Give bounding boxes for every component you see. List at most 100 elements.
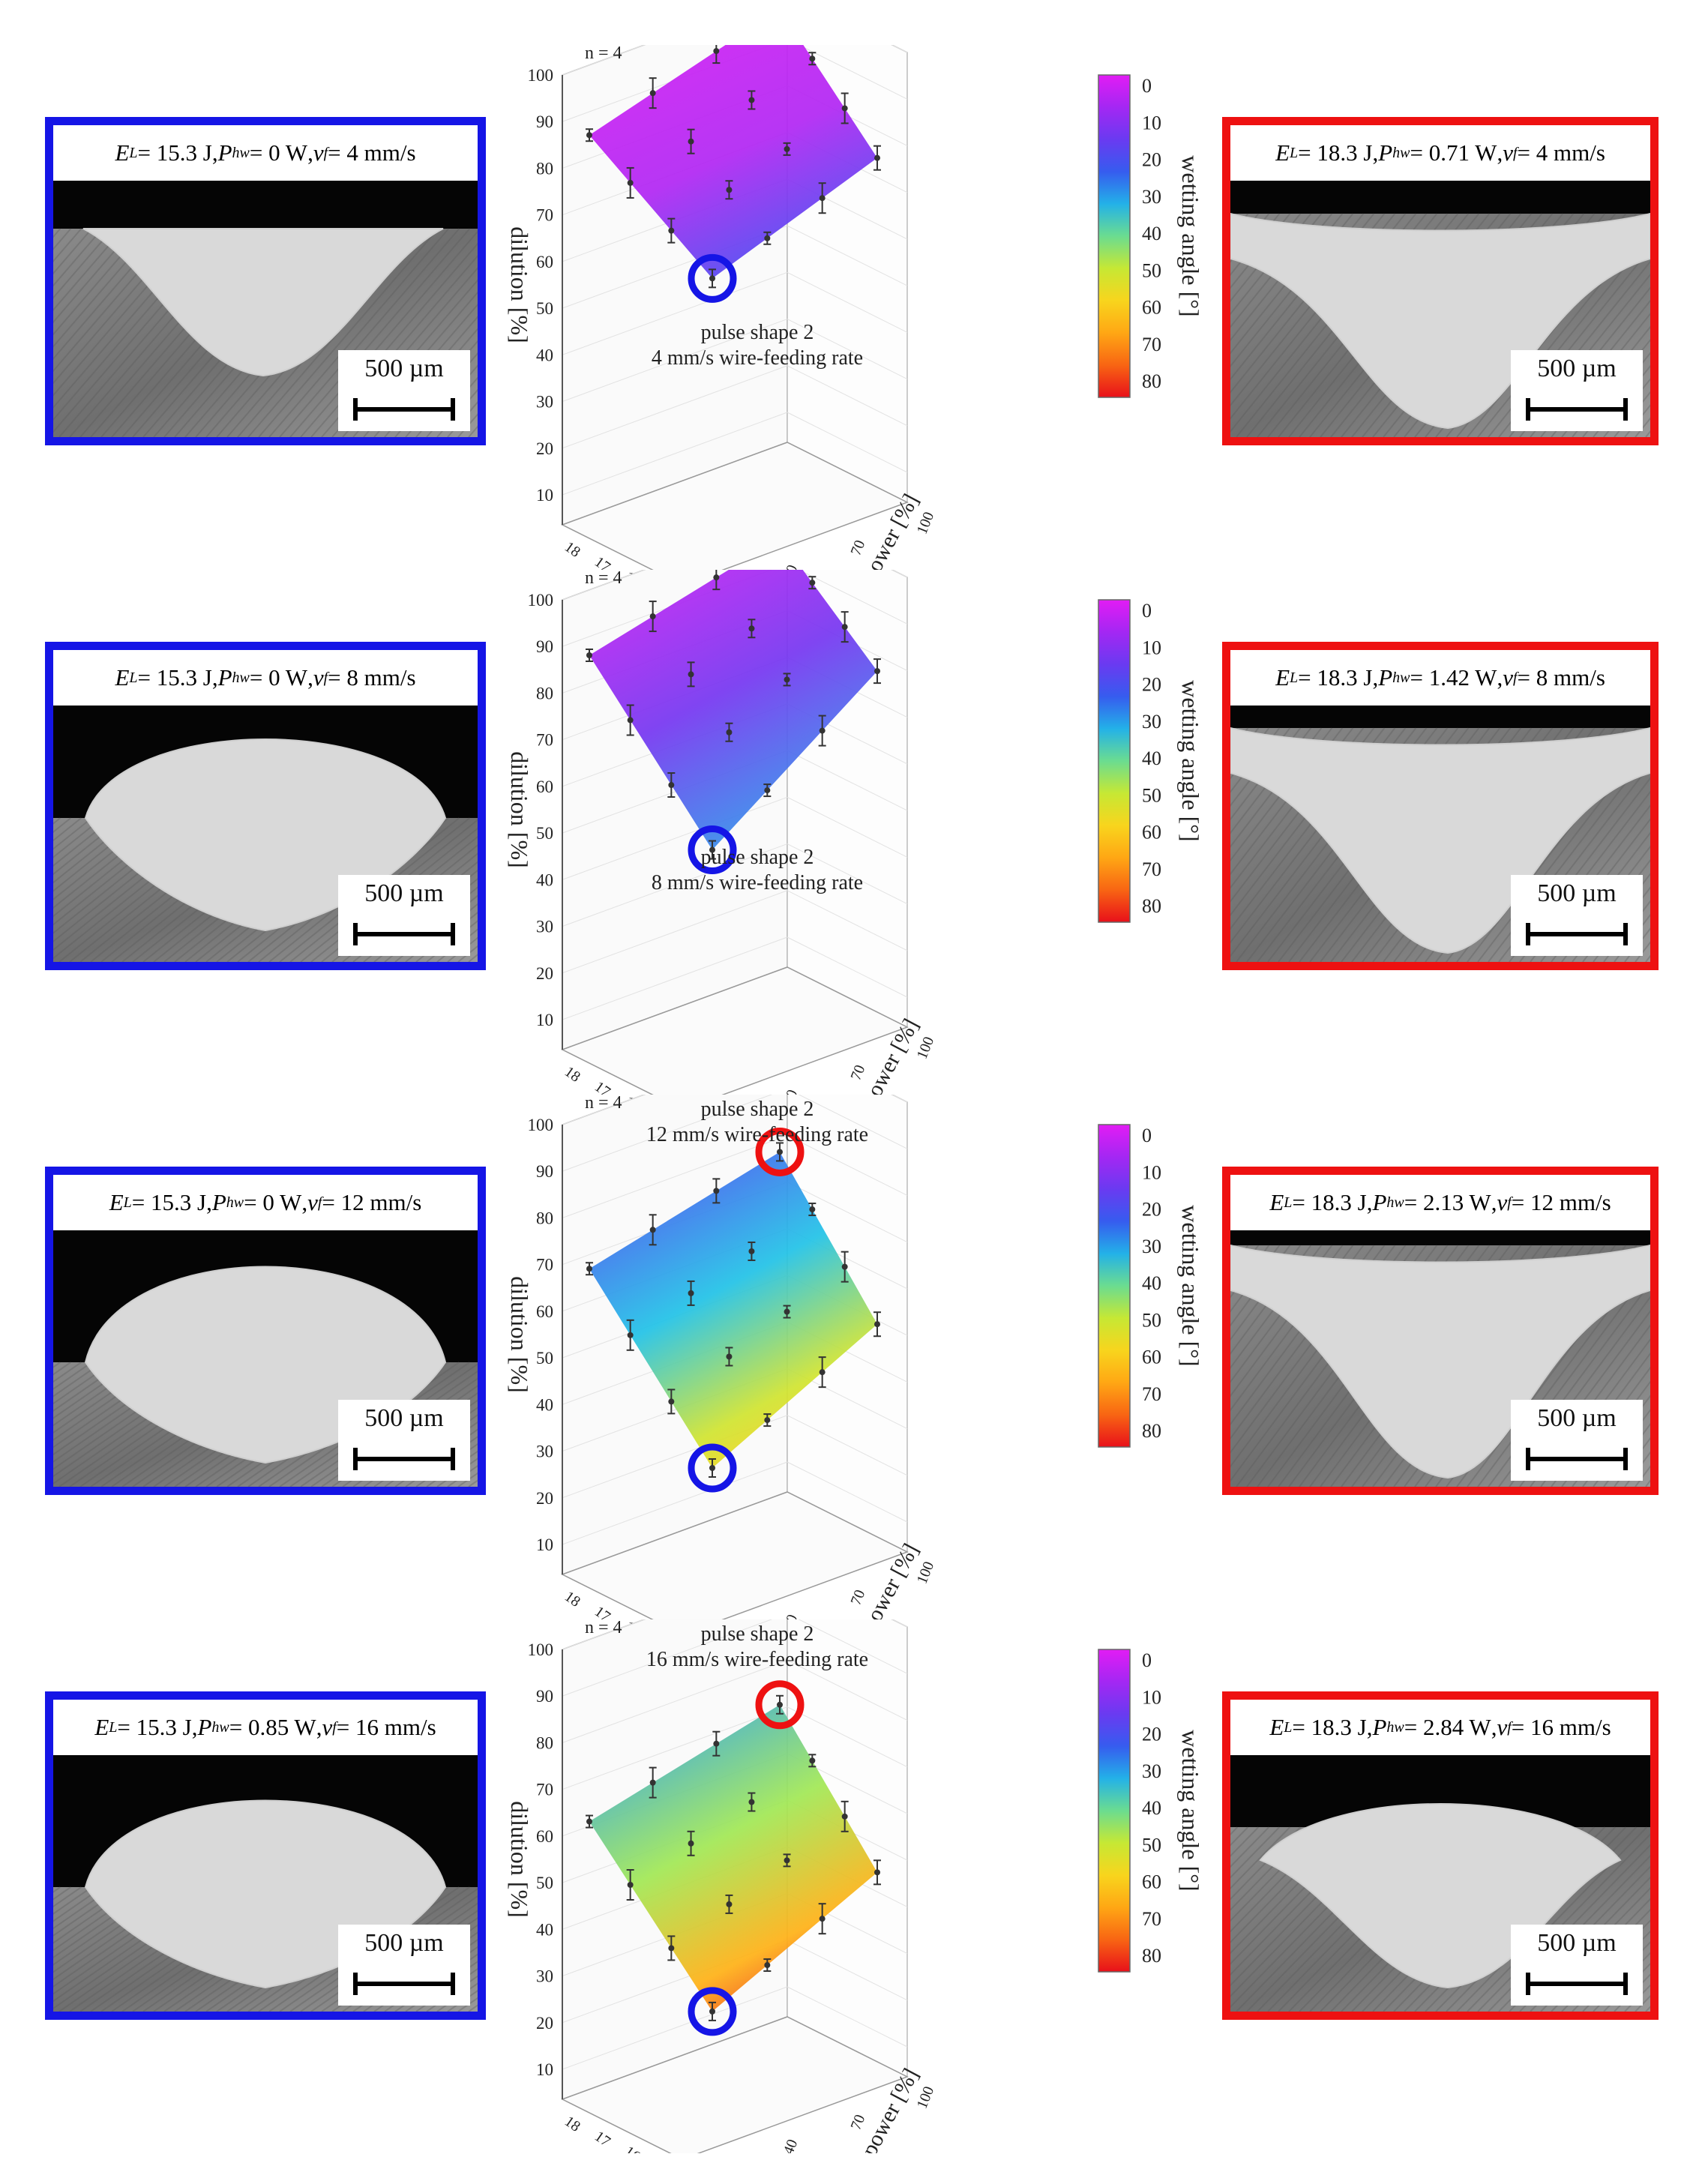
y-tick-label: 100 xyxy=(914,2084,938,2111)
data-point xyxy=(748,1241,756,1261)
n-label: n = 4 xyxy=(585,570,622,588)
colorbar-tick-label: 0 xyxy=(1142,600,1152,622)
dilution-surface-chart: 10 20 30 40 50 60 70 80 90 100 n = 4 dilution [%] 18… xyxy=(487,1619,1222,2153)
x-tick-label: 18 xyxy=(562,1588,583,1610)
z-tick-label: 100 xyxy=(528,66,554,85)
feed-rate-value: 4 mm/s xyxy=(346,139,416,166)
min-dilution-marker xyxy=(688,1443,737,1493)
pulse-energy-value: 18.3 J xyxy=(1311,1189,1367,1215)
colorbar xyxy=(1098,599,1131,923)
colorbar-tick-label: 60 xyxy=(1142,1871,1161,1893)
z-tick-label: 20 xyxy=(536,2014,553,2033)
data-point xyxy=(841,1251,849,1283)
y-tick-label: 70 xyxy=(847,1062,868,1083)
pulse-energy-value: 15.3 J xyxy=(151,1189,207,1215)
data-point xyxy=(783,1305,791,1319)
y-tick-label: 100 xyxy=(914,1559,938,1586)
scale-bar-label: 500 µm xyxy=(364,879,444,907)
data-point xyxy=(873,1859,881,1886)
data-point xyxy=(873,145,881,171)
scale-bar-line xyxy=(353,1448,455,1470)
dilution-axis-label: dilution [%] xyxy=(506,1276,533,1393)
data-point xyxy=(808,1203,817,1217)
data-point xyxy=(725,722,733,742)
colorbar-tick-label: 20 xyxy=(1142,674,1161,696)
data-point xyxy=(763,231,772,245)
z-tick-label: 50 xyxy=(536,299,553,318)
hotwire-power-value: 2.13 W xyxy=(1422,1189,1491,1215)
z-tick-label: 100 xyxy=(528,591,554,610)
z-tick-label: 40 xyxy=(536,870,553,889)
z-tick-label: 60 xyxy=(536,1827,553,1846)
colorbar-tick-label: 50 xyxy=(1142,1834,1161,1856)
colorbar-tick-label: 10 xyxy=(1142,1686,1161,1708)
z-tick-label: 10 xyxy=(536,2060,553,2079)
scale-bar-line xyxy=(1526,1973,1628,1995)
z-tick-label: 90 xyxy=(536,637,553,656)
wetting-angle-axis-label: wetting angle [°] xyxy=(1177,1205,1204,1366)
data-point xyxy=(748,90,756,110)
colorbar-tick-label: 50 xyxy=(1142,784,1161,806)
z-tick-label: 40 xyxy=(536,1395,553,1414)
data-point xyxy=(649,1766,657,1799)
z-tick-label: 80 xyxy=(536,159,553,178)
scale-bar-label: 500 µm xyxy=(1537,1404,1617,1432)
colorbar-tick-label: 10 xyxy=(1142,1161,1161,1183)
data-point xyxy=(748,619,756,639)
data-point xyxy=(712,45,721,64)
y-tick-label: 100 xyxy=(914,510,938,537)
z-tick-label: 20 xyxy=(536,439,553,458)
scale-bar-label: 500 µm xyxy=(1537,879,1617,907)
z-tick-label: 20 xyxy=(536,1489,553,1508)
y-tick-label: 70 xyxy=(847,538,868,558)
y-tick-label: 100 xyxy=(914,1035,938,1062)
data-point xyxy=(586,1262,593,1276)
scale-bar-label: 500 µm xyxy=(1537,1929,1617,1957)
colorbar-tick-label: 60 xyxy=(1142,822,1161,843)
z-tick-label: 80 xyxy=(536,1733,553,1752)
y-tick-label: 40 xyxy=(780,2137,801,2153)
colorbar-tick-label: 70 xyxy=(1142,334,1161,355)
z-tick-label: 70 xyxy=(536,731,553,750)
min-dilution-marker xyxy=(688,253,737,303)
feed-rate-value: 8 mm/s xyxy=(1536,664,1605,691)
z-tick-label: 100 xyxy=(528,1116,554,1134)
dilution-surface xyxy=(589,570,877,850)
pulse-energy-value: 15.3 J xyxy=(156,139,212,166)
colorbar-tick-label: 40 xyxy=(1142,1272,1161,1294)
z-tick-label: 40 xyxy=(536,346,553,364)
feed-rate-value: 12 mm/s xyxy=(1530,1189,1611,1215)
colorbar-tick-label: 40 xyxy=(1142,223,1161,244)
scale-bar-line xyxy=(353,923,455,945)
feed-rate-value: 16 mm/s xyxy=(355,1714,436,1740)
scale-bar-line xyxy=(1526,1448,1628,1470)
max-dilution-marker xyxy=(755,1127,805,1176)
n-label: n = 4 xyxy=(585,1095,622,1113)
colorbar xyxy=(1098,74,1131,398)
dilution-axis-label: dilution [%] xyxy=(506,1801,533,1918)
z-tick-label: 90 xyxy=(536,1162,553,1181)
colorbar-tick-label: 20 xyxy=(1142,1724,1161,1745)
colorbar xyxy=(1098,1124,1131,1448)
z-tick-label: 90 xyxy=(536,1687,553,1706)
z-tick-label: 60 xyxy=(536,253,553,271)
x-tick-label: 18 xyxy=(562,1063,583,1085)
x-tick-label: 18 xyxy=(562,2113,583,2135)
data-point xyxy=(712,1178,721,1204)
data-point xyxy=(687,1280,695,1306)
feed-rate-value: 12 mm/s xyxy=(340,1189,422,1215)
scale-bar-label: 500 µm xyxy=(364,355,444,382)
data-point xyxy=(586,1814,593,1829)
data-point xyxy=(586,128,593,142)
colorbar-tick-label: 50 xyxy=(1142,1309,1161,1331)
x-tick-label: 16 xyxy=(622,2143,643,2153)
z-tick-label: 50 xyxy=(536,1874,553,1892)
data-point xyxy=(709,1458,716,1478)
